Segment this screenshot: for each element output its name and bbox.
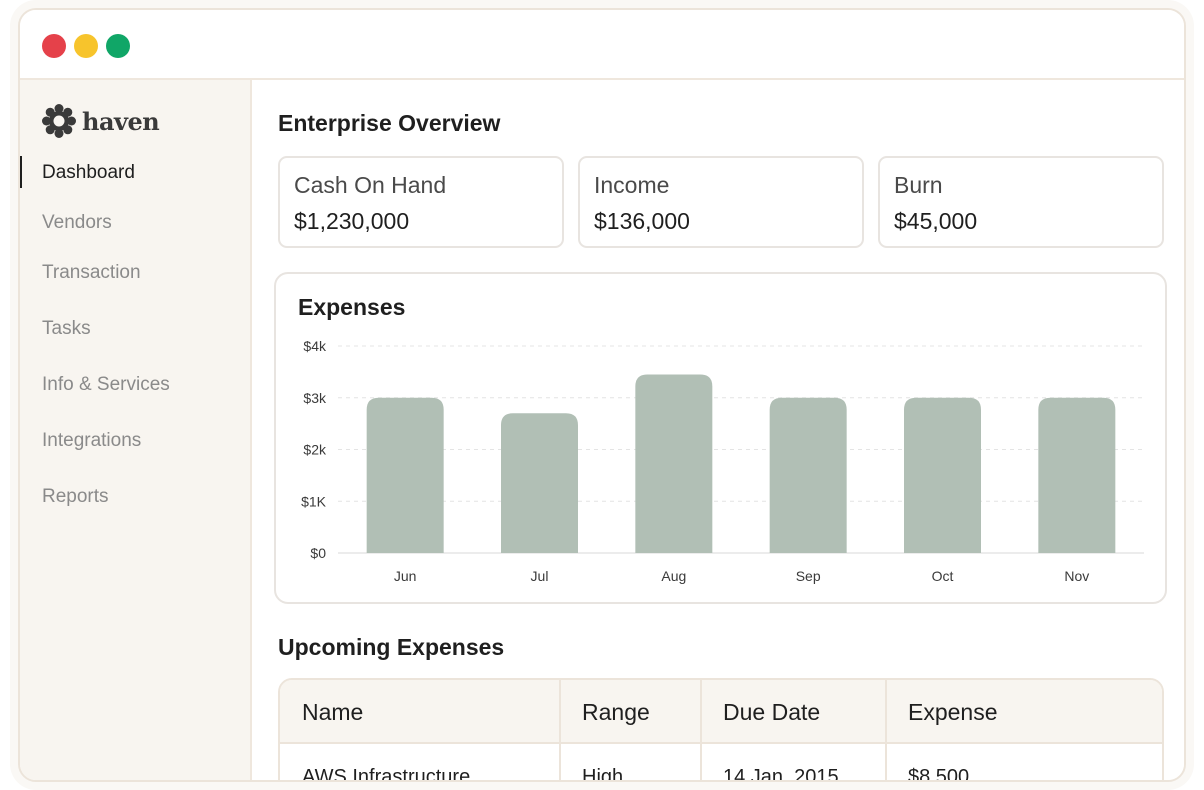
column-header-due-date[interactable]: Due Date: [723, 699, 821, 725]
column-header-name[interactable]: Name: [302, 699, 364, 725]
app-window: haven Dashboard Vendors Transaction Task…: [18, 8, 1186, 782]
expenses-bar-chart: $0 $1K $2k $3k $4k Jun Jul Aug Sep Oct Nov: [301, 338, 1144, 584]
column-divider: [700, 680, 702, 780]
haven-logo-icon: [42, 104, 76, 138]
stat-card-burn[interactable]: Burn $45,000: [878, 156, 1164, 248]
stat-label: Income: [594, 172, 670, 198]
x-tick-label: Aug: [661, 568, 686, 584]
column-header-expense[interactable]: Expense: [908, 699, 998, 725]
stat-value: $136,000: [594, 208, 690, 234]
stat-label: Cash On Hand: [294, 172, 447, 198]
sidebar-item-tasks[interactable]: Tasks: [42, 318, 91, 339]
sidebar-item-transaction[interactable]: Transaction: [42, 262, 141, 283]
column-divider: [885, 680, 887, 780]
chart-title: Expenses: [298, 294, 406, 320]
stat-label: Burn: [894, 172, 943, 198]
sidebar-item-integrations[interactable]: Integrations: [42, 430, 142, 451]
page-title: Enterprise Overview: [278, 110, 501, 136]
table-cell-range: High: [582, 766, 624, 782]
sidebar-item-info-services[interactable]: Info & Services: [42, 374, 170, 395]
sidebar-item-reports[interactable]: Reports: [42, 486, 109, 507]
table-cell-name: AWS Infrastructure: [302, 766, 471, 782]
x-tick-label: Jun: [394, 568, 417, 584]
table-header: [280, 680, 1162, 744]
stat-card-cash-on-hand[interactable]: Cash On Hand $1,230,000: [278, 156, 564, 248]
sidebar-item-dashboard[interactable]: Dashboard: [42, 162, 135, 183]
stat-value: $1,230,000: [294, 208, 410, 234]
column-header-range[interactable]: Range: [582, 699, 650, 725]
maximize-window-button[interactable]: [106, 34, 130, 58]
y-tick-label: $3k: [303, 390, 327, 406]
column-divider: [559, 680, 561, 780]
stat-card-income[interactable]: Income $136,000: [578, 156, 864, 248]
chart-bar-nov[interactable]: [1038, 397, 1116, 553]
x-tick-label: Sep: [796, 568, 821, 584]
upcoming-expenses-table: Name Range Due Date Expense AWS Infrastr…: [278, 678, 1164, 782]
chart-bar-oct[interactable]: [904, 397, 981, 553]
x-tick-label: Oct: [932, 568, 954, 584]
x-tick-label: Jul: [531, 568, 549, 584]
chart-bar-jul[interactable]: [501, 413, 578, 553]
stat-value: $45,000: [894, 208, 978, 234]
expenses-chart-card: Expenses $0 $1K $2k $3k $4k Jun Jul Aug Sep Oct No…: [274, 272, 1167, 604]
y-tick-label: $1K: [301, 493, 327, 509]
sidebar-item-vendors[interactable]: Vendors: [42, 212, 112, 233]
chart-bar-sep[interactable]: [769, 397, 847, 553]
y-tick-label: $4k: [303, 338, 327, 354]
brand-name: haven: [82, 106, 160, 136]
y-tick-label: $0: [310, 545, 326, 561]
chart-bar-jun[interactable]: [366, 397, 444, 553]
main-content: Enterprise Overview Cash On Hand $1,230,…: [254, 80, 1184, 780]
title-bar: [20, 10, 1184, 80]
table-cell-expense: $8,500: [908, 766, 970, 782]
minimize-window-button[interactable]: [74, 34, 98, 58]
brand-logo[interactable]: haven: [42, 104, 160, 138]
sidebar: haven Dashboard Vendors Transaction Task…: [20, 80, 252, 780]
close-window-button[interactable]: [42, 34, 66, 58]
y-tick-label: $2k: [303, 442, 327, 458]
chart-bar-aug[interactable]: [635, 374, 713, 553]
upcoming-expenses-title: Upcoming Expenses: [278, 634, 505, 660]
active-nav-indicator: [20, 156, 22, 188]
x-tick-label: Nov: [1064, 568, 1089, 584]
table-cell-due-date: 14 Jan, 2015: [723, 766, 839, 782]
